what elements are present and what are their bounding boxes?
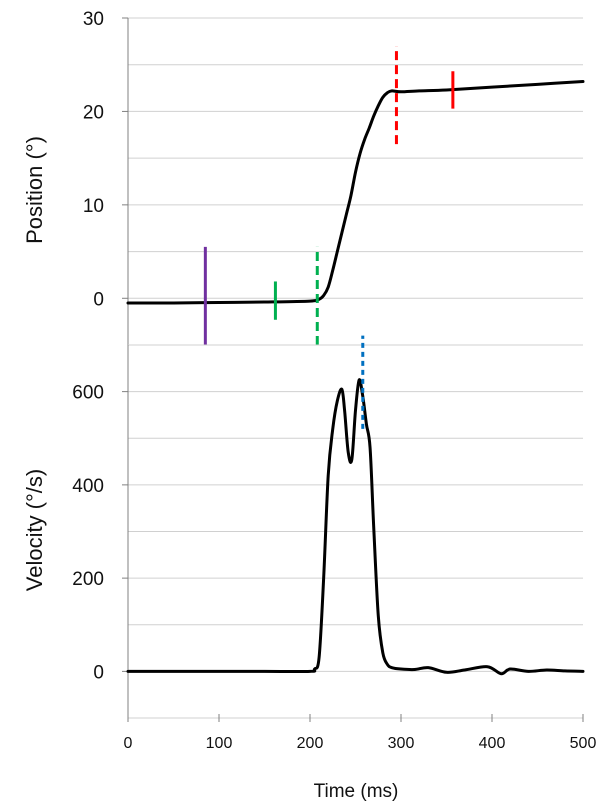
x-tick-label: 200 bbox=[297, 735, 324, 752]
y-tick-label: 30 bbox=[83, 9, 104, 30]
y-axis-title: Velocity (°/s) bbox=[22, 469, 47, 592]
x-tick-label: 300 bbox=[388, 735, 415, 752]
velocity-panel: 0 200 400 600 Velocity (°/s) 0 100 200 300 400 500… bbox=[22, 335, 597, 802]
y-tick-label: 600 bbox=[72, 383, 104, 404]
y-tick-label: 200 bbox=[72, 569, 104, 590]
velocity-trace bbox=[126, 378, 585, 676]
x-tick-label: 0 bbox=[124, 735, 133, 752]
y-tick-label: 10 bbox=[83, 196, 104, 217]
y-tick-label: 0 bbox=[93, 289, 104, 310]
position-panel: 0 10 20 30 Position (°) bbox=[22, 9, 585, 346]
y-tick-label: 400 bbox=[72, 476, 104, 497]
y-tick-label: 0 bbox=[93, 662, 104, 683]
position-trace bbox=[126, 80, 585, 305]
x-tick-label: 100 bbox=[206, 735, 233, 752]
x-tick-label: 500 bbox=[570, 735, 597, 752]
y-tick-label: 20 bbox=[83, 102, 104, 123]
x-tick-label: 400 bbox=[479, 735, 506, 752]
y-axis-title: Position (°) bbox=[22, 136, 47, 244]
x-axis-title: Time (ms) bbox=[314, 781, 399, 802]
